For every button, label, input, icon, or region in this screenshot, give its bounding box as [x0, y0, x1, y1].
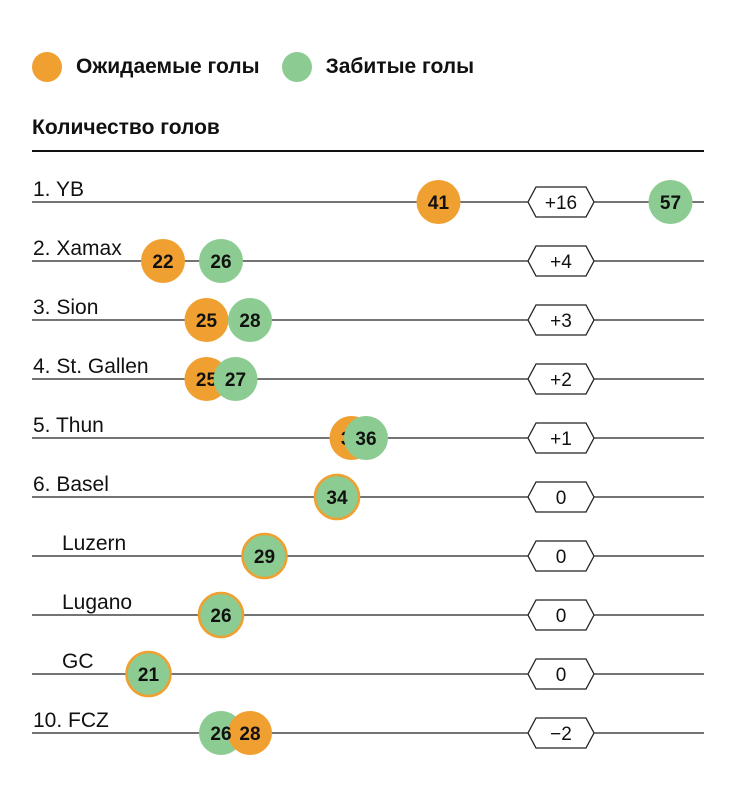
diff-badge-5-thun: [527, 422, 595, 454]
expected-bubble-10-fcz: [228, 711, 272, 755]
expected-bubble-1-yb: [416, 180, 461, 224]
scored-bubble-5-thun: [344, 416, 388, 460]
diff-label-4-st-gallen: +2: [550, 370, 572, 391]
team-label-2-xamax: 2. Xamax: [33, 237, 122, 260]
team-label-3-sion: 3. Sion: [33, 296, 98, 319]
diff-badge-4-st-gallen: [527, 363, 595, 395]
diff-badge-2-xamax: [527, 245, 595, 277]
expected-label-2-xamax: 22: [152, 252, 173, 273]
scored-label-4-st-gallen: 27: [225, 370, 246, 391]
bubble-label-6-basel: 34: [326, 488, 348, 509]
expected-label-3-sion: 25: [196, 311, 218, 332]
team-label-gc: GC: [62, 650, 94, 673]
bubble-label-gc: 21: [138, 665, 160, 686]
legend-label-expected: Ожидаемые голы: [76, 55, 260, 78]
diff-label-luzern: 0: [556, 547, 567, 568]
team-label-lugano: Lugano: [62, 591, 132, 614]
bubble-luzern: [241, 532, 288, 580]
bubble-label-luzern: 29: [254, 547, 275, 568]
diff-label-2-xamax: +4: [550, 252, 572, 273]
diff-label-gc: 0: [556, 665, 567, 686]
diff-label-10-fcz: −2: [550, 724, 572, 745]
team-label-luzern: Luzern: [62, 532, 126, 555]
scored-label-5-thun: 36: [355, 429, 376, 450]
legend-swatch-expected: [32, 52, 62, 82]
legend-label-scored: Забитые голы: [325, 55, 475, 78]
scored-label-10-fcz: 26: [210, 724, 231, 745]
scored-bubble-2-xamax: [199, 239, 243, 283]
expected-label-10-fcz: 28: [239, 724, 260, 745]
expected-label-4-st-gallen: 25: [196, 370, 218, 391]
team-label-1-yb: 1. YB: [33, 178, 84, 201]
legend-item-expected: Ожидаемые голы: [32, 52, 260, 82]
scored-bubble-4-st-gallen: [213, 357, 258, 401]
diff-badge-6-basel: [527, 481, 595, 513]
team-label-10-fcz: 10. FCZ: [33, 709, 109, 732]
expected-bubble-3-sion: [184, 298, 229, 342]
scored-label-2-xamax: 26: [210, 252, 231, 273]
scored-label-3-sion: 28: [239, 311, 260, 332]
legend: Ожидаемые голы Забитые голы: [32, 50, 496, 84]
scored-bubble-3-sion: [228, 298, 272, 342]
diff-label-5-thun: +1: [550, 429, 572, 450]
diff-badge-luzern: [527, 540, 595, 572]
bubble-6-basel: [313, 473, 361, 521]
diff-badge-gc: [527, 658, 595, 690]
chart-title: Количество голов: [32, 116, 220, 139]
team-label-6-basel: 6. Basel: [33, 473, 109, 496]
diff-label-lugano: 0: [556, 606, 567, 627]
expected-label-1-yb: 41: [428, 193, 450, 214]
diff-label-1-yb: +16: [545, 193, 577, 214]
diff-badge-1-yb: [527, 186, 595, 218]
legend-item-scored: Забитые голы: [281, 52, 475, 82]
diff-label-3-sion: +3: [550, 311, 572, 332]
scored-bubble-1-yb: [648, 180, 693, 224]
bubble-lugano: [197, 591, 245, 639]
diff-badge-3-sion: [527, 304, 595, 336]
expected-bubble-2-xamax: [141, 239, 185, 283]
diff-badge-10-fcz: [527, 717, 595, 749]
legend-swatch-scored: [281, 52, 312, 82]
diff-label-6-basel: 0: [556, 488, 567, 509]
diff-badge-lugano: [527, 599, 595, 631]
team-label-5-thun: 5. Thun: [33, 414, 104, 437]
bubble-label-lugano: 26: [210, 606, 231, 627]
bubble-gc: [125, 650, 172, 698]
team-label-4-st-gallen: 4. St. Gallen: [33, 355, 149, 378]
title-rule: [32, 150, 704, 152]
scored-label-1-yb: 57: [660, 193, 681, 214]
